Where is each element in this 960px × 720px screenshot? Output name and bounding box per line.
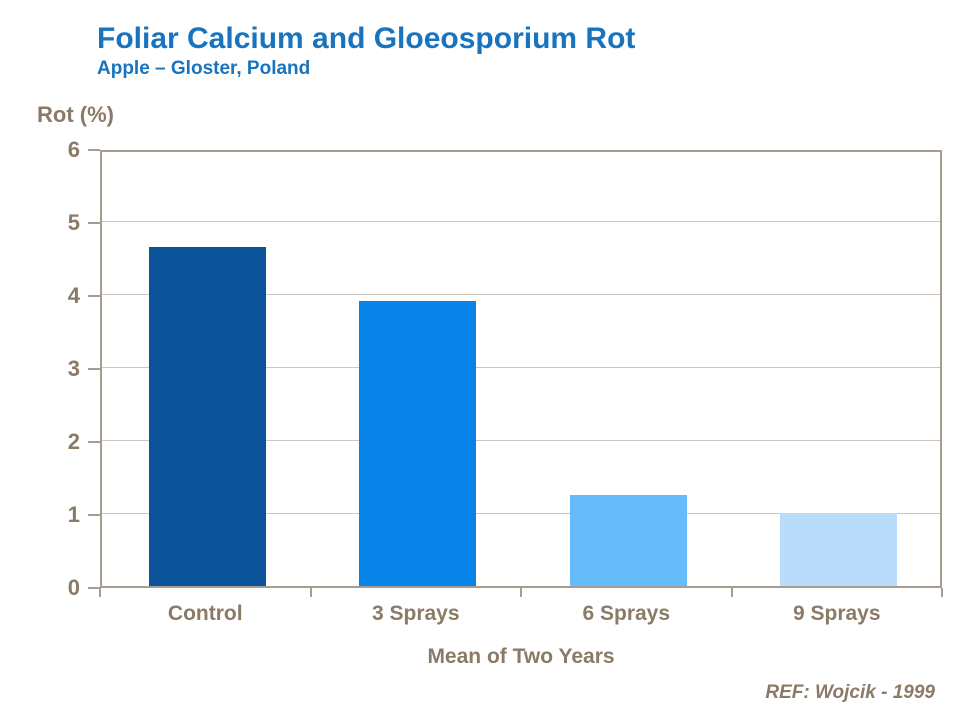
y-tick-mark <box>88 149 100 151</box>
y-tick-mark <box>88 587 100 589</box>
bar-3-sprays <box>359 301 477 586</box>
y-tick-mark <box>88 514 100 516</box>
reference-note: REF: Wojcik - 1999 <box>765 682 935 703</box>
x-category-label-6-sprays: 6 Sprays <box>582 602 671 625</box>
x-tick-mark <box>730 588 733 597</box>
x-tick-mark <box>941 588 943 597</box>
x-tick-mark <box>520 588 522 597</box>
gridline <box>102 440 940 441</box>
x-category-label-control: Control <box>167 602 243 625</box>
bar-9-sprays <box>780 513 898 586</box>
x-axis-label: Mean of Two Years <box>427 645 615 668</box>
y-tick-label: 3 <box>67 356 80 381</box>
gridline <box>102 221 940 222</box>
gridline <box>102 367 940 368</box>
x-tick-mark <box>309 588 312 597</box>
y-tick-label: 4 <box>67 283 80 308</box>
y-tick-label: 0 <box>67 575 80 600</box>
gridline <box>102 513 940 514</box>
x-category-label-9-sprays: 9 Sprays <box>792 602 881 625</box>
y-tick-label: 6 <box>67 137 80 162</box>
y-tick-label: 1 <box>67 502 80 527</box>
chart-title: Foliar Calcium and Gloeosporium Rot <box>97 22 636 55</box>
y-tick-mark <box>88 295 100 297</box>
y-tick-label: 5 <box>67 210 80 235</box>
y-tick-mark <box>88 441 100 443</box>
x-tick-mark <box>99 588 101 597</box>
bar-control <box>148 246 266 586</box>
plot-area <box>100 150 942 588</box>
y-tick-mark <box>88 222 100 224</box>
gridline <box>102 294 940 295</box>
y-tick-mark <box>88 368 100 370</box>
y-axis-label: Rot (%) <box>37 102 114 127</box>
chart-subtitle: Apple – Gloster, Poland <box>97 58 311 79</box>
bar-6-sprays <box>569 494 687 586</box>
y-tick-label: 2 <box>67 429 80 454</box>
x-category-label-3-sprays: 3 Sprays <box>371 602 460 625</box>
